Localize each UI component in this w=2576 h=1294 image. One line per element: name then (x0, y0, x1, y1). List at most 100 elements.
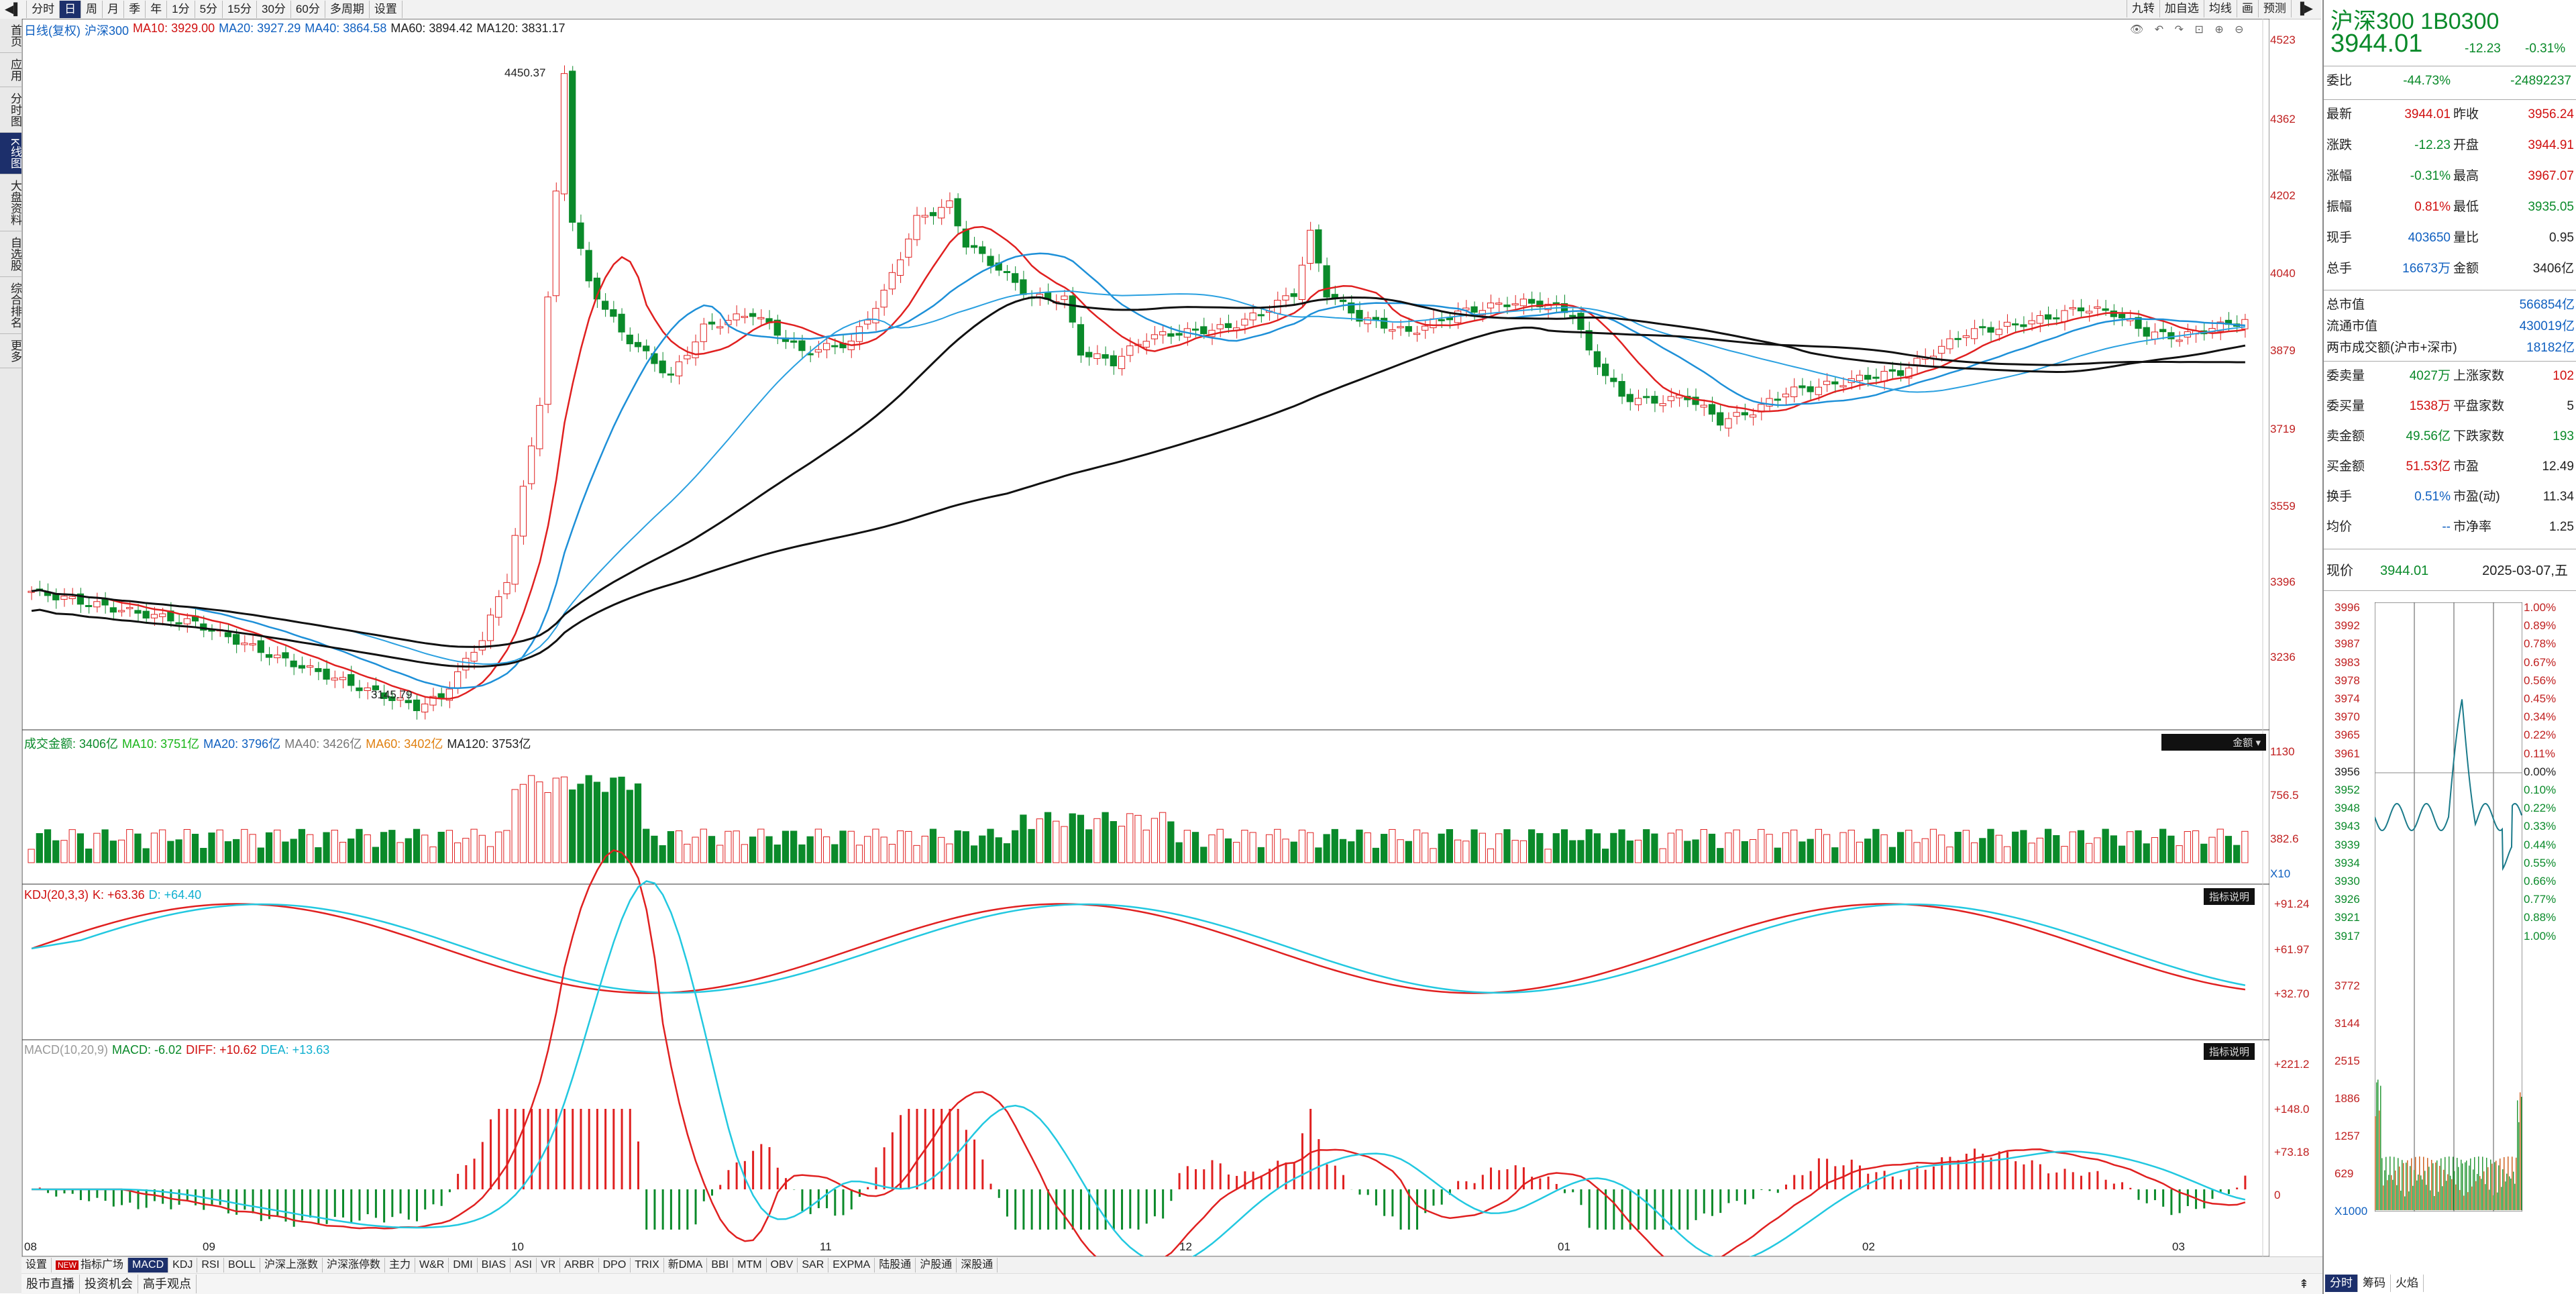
indicator-square[interactable]: NEW 指标广场 (52, 1258, 129, 1273)
intraday-price-label: X1000 (2334, 1205, 2368, 1218)
candle-body (265, 654, 273, 658)
indicator-bbi[interactable]: BBI (707, 1258, 734, 1273)
volume-bar (847, 830, 855, 863)
indicator-wr[interactable]: W&R (415, 1258, 449, 1273)
indicator-kdj[interactable]: KDJ (168, 1258, 198, 1273)
indicator-new-dma[interactable]: 新DMA (664, 1258, 708, 1273)
candle-body (2036, 315, 2043, 324)
draw-button[interactable]: 画 (2236, 0, 2258, 17)
forward-arrow-icon[interactable]: ▐▶ (2290, 0, 2318, 17)
jiuzhuan-button[interactable]: 九转 (2126, 0, 2159, 17)
indicator-rsi[interactable]: RSI (197, 1258, 225, 1273)
rail-watchlist[interactable]: 自选股 (0, 231, 21, 278)
indicator-shengutong[interactable]: 深股通 (957, 1258, 998, 1273)
volume-bar (1191, 832, 1199, 863)
mini-tab-chips[interactable]: 筹码 (2358, 1275, 2391, 1292)
candle-body (733, 313, 740, 321)
volume-bar (979, 835, 986, 863)
candle-body (864, 319, 871, 325)
chart-type-label[interactable]: 日线(复权) (24, 24, 80, 38)
indicator-trix[interactable]: TRIX (631, 1258, 664, 1273)
rail-home[interactable]: 首页 (0, 19, 21, 53)
tab-60min[interactable]: 60分 (291, 1, 325, 18)
indicator-hugutong[interactable]: 沪股通 (916, 1258, 957, 1273)
rail-fenshi[interactable]: 分时图 (0, 87, 21, 133)
rail-kline[interactable]: K线图 (0, 133, 21, 175)
add-watchlist-button[interactable]: 加自选 (2159, 0, 2204, 17)
rail-apps[interactable]: 应用 (0, 53, 21, 87)
rail-market-info[interactable]: 大盘资料 (0, 174, 21, 232)
indicator-vr[interactable]: VR (537, 1258, 561, 1273)
intraday-volume-bar (2442, 1186, 2443, 1210)
volume-bar (831, 844, 839, 863)
volume-bar (233, 839, 240, 863)
volume-bar (388, 830, 396, 863)
index-name: 沪深300 (85, 24, 129, 38)
rail-ranking[interactable]: 综合排名 (0, 277, 21, 335)
tab-day[interactable]: 日 (60, 1, 82, 18)
indicator-expma[interactable]: EXPMA (828, 1258, 875, 1273)
forecast-button[interactable]: 预测 (2257, 0, 2291, 17)
mini-tab-fenshi[interactable]: 分时 (2325, 1275, 2358, 1292)
tab-fenshi[interactable]: 分时 (27, 1, 60, 18)
tab-5min[interactable]: 5分 (195, 1, 223, 18)
intraday-volume-bar (2473, 1169, 2474, 1210)
tab-15min[interactable]: 15分 (223, 1, 257, 18)
kdj-help-button[interactable]: 指标说明 (2204, 888, 2255, 905)
tab-expert[interactable]: 高手观点 (138, 1275, 197, 1293)
tab-opportunity[interactable]: 投资机会 (80, 1275, 138, 1293)
back-arrow-icon[interactable]: ◀▌ (0, 1, 28, 18)
tab-1min[interactable]: 1分 (167, 1, 195, 18)
intraday-price-label: 2515 (2334, 1055, 2360, 1067)
kline-chart[interactable] (22, 19, 2269, 1256)
candle-body (1282, 295, 1289, 301)
candle-body (2061, 310, 2068, 323)
tab-30min[interactable]: 30分 (257, 1, 291, 18)
indicator-main-force[interactable]: 主力 (385, 1258, 416, 1273)
indicator-sar[interactable]: SAR (798, 1258, 829, 1273)
indicator-arbr[interactable]: ARBR (560, 1258, 599, 1273)
tab-week[interactable]: 周 (81, 1, 103, 18)
volume-bar (560, 776, 568, 863)
indicator-obv[interactable]: OBV (767, 1258, 798, 1273)
tab-multi-period[interactable]: 多周期 (325, 1, 370, 18)
indicator-dpo[interactable]: DPO (599, 1258, 631, 1273)
indicator-limit-up[interactable]: 沪深涨停数 (323, 1258, 385, 1273)
tab-live[interactable]: 股市直播 (21, 1275, 80, 1293)
tab-year[interactable]: 年 (146, 1, 168, 18)
macd-help-button[interactable]: 指标说明 (2204, 1043, 2255, 1060)
candle-body (1659, 403, 1666, 407)
ma-button[interactable]: 均线 (2203, 0, 2237, 17)
volume-bar (1758, 828, 1765, 863)
chart-tool-icons[interactable]: 👁 ↶ ↷ ⊡ ⊕ ⊖ (2130, 24, 2248, 36)
collapse-icon[interactable]: ⇞ (2298, 1277, 2309, 1291)
indicator-dmi[interactable]: DMI (449, 1258, 478, 1273)
indicator-lugutong[interactable]: 陆股通 (875, 1258, 916, 1273)
market-row-value: 430019亿 (2519, 319, 2575, 333)
mini-tab-flame[interactable]: 火焰 (2391, 1275, 2424, 1292)
indicator-bias[interactable]: BIAS (478, 1258, 511, 1273)
indicator-macd[interactable]: MACD (128, 1258, 169, 1273)
candle-body (1602, 364, 1609, 376)
indicator-mtm[interactable]: MTM (733, 1258, 767, 1273)
intraday-pct-label: 0.56% (2524, 673, 2557, 687)
rail-more[interactable]: 更多 (0, 334, 21, 369)
volume-bar (1142, 829, 1150, 863)
indicator-asi[interactable]: ASI (511, 1258, 537, 1273)
volume-bar (1298, 829, 1306, 863)
intraday-volume-bar (2500, 1158, 2501, 1210)
tab-settings[interactable]: 设置 (370, 1, 402, 18)
quote-row-value2: 3956.24 (2528, 107, 2574, 121)
candle-body (1626, 394, 1633, 402)
candle-body (241, 643, 248, 645)
indicator-settings[interactable]: 设置 (21, 1258, 52, 1273)
tab-quarter[interactable]: 季 (124, 1, 146, 18)
volume-bar (1208, 834, 1216, 863)
volume-bar (380, 832, 388, 863)
volume-indicator-select[interactable]: 金额 ▾ (2161, 734, 2266, 751)
tab-month[interactable]: 月 (103, 1, 125, 18)
intraday-chart[interactable] (2375, 602, 2522, 1211)
indicator-boll[interactable]: BOLL (224, 1258, 260, 1273)
content-tabs: 股市直播 投资机会 高手观点 ⇞ (21, 1273, 2322, 1294)
indicator-up-count[interactable]: 沪深上涨数 (260, 1258, 323, 1273)
